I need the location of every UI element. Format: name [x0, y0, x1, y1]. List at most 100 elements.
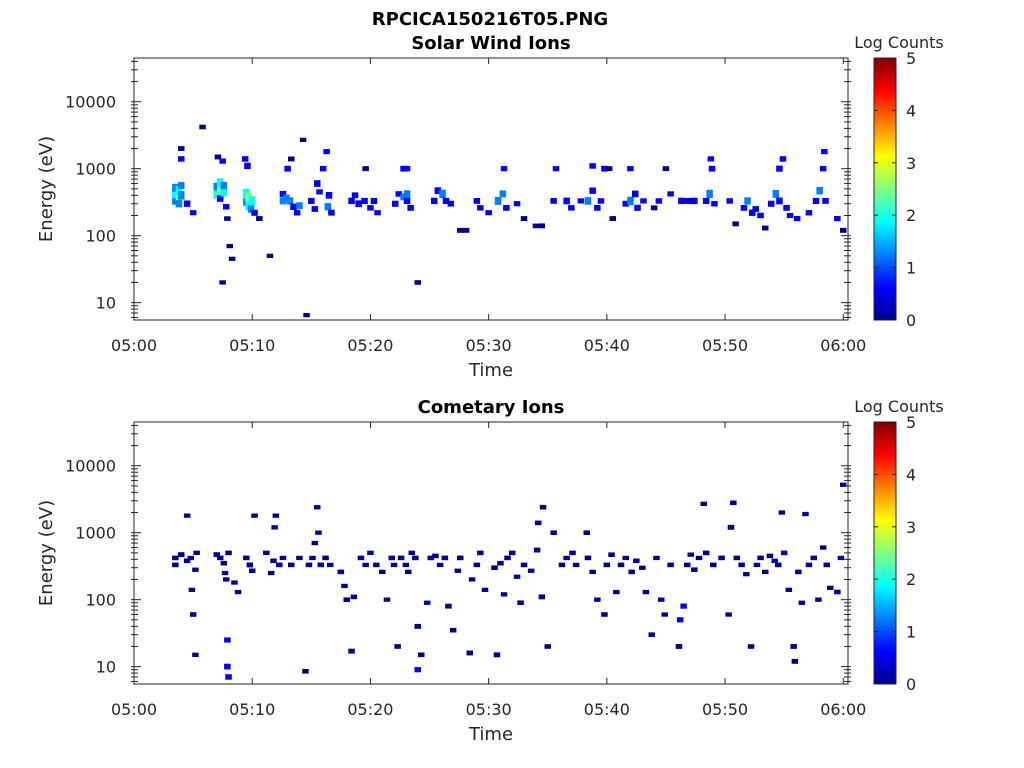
data-cell [187, 555, 194, 561]
data-cell [481, 587, 489, 592]
data-cell [414, 280, 421, 285]
data-cell [589, 163, 596, 169]
data-cell [532, 223, 540, 229]
colorbar-tick-label: 3 [906, 518, 916, 537]
data-cell [284, 165, 291, 172]
data-cell [702, 197, 710, 204]
data-cell [362, 166, 369, 172]
data-cell [837, 555, 845, 561]
data-cell [221, 570, 229, 576]
data-cell [691, 567, 698, 572]
data-cell [402, 562, 410, 568]
data-cell [390, 562, 398, 568]
data-cell [823, 562, 830, 568]
data-cell [613, 589, 620, 595]
data-cell [183, 513, 191, 518]
data-cell [678, 197, 685, 205]
data-cell [432, 553, 439, 559]
data-cell [343, 597, 350, 602]
data-cell [780, 550, 788, 556]
data-cell [270, 558, 277, 564]
figure-title: RPCICA150216T05.PNG [372, 9, 608, 30]
data-cell [172, 189, 179, 199]
data-cell [727, 524, 735, 530]
data-cell [710, 562, 717, 568]
plot-area [134, 58, 848, 320]
colorbar-tick-label: 2 [906, 570, 916, 589]
data-cell [725, 612, 732, 617]
data-cell [491, 565, 498, 570]
data-cell [477, 205, 484, 211]
data-cell [246, 562, 254, 568]
data-cell [733, 555, 741, 561]
data-cell [178, 156, 185, 162]
data-cell [224, 637, 231, 643]
data-cell [276, 562, 283, 568]
x-tick-label: 05:00 [111, 700, 157, 719]
data-cell [762, 225, 769, 231]
data-cell [414, 667, 421, 673]
data-cell [732, 221, 739, 227]
data-cell [802, 511, 809, 517]
data-cell [680, 603, 687, 609]
data-cell [738, 562, 745, 568]
data-cell [303, 313, 310, 318]
colorbar-tick-label: 0 [906, 675, 916, 694]
data-cell [504, 555, 511, 561]
data-cell [223, 204, 230, 210]
data-cell [266, 253, 274, 258]
data-cell [634, 204, 641, 211]
data-cell [509, 550, 516, 556]
data-cell [403, 197, 411, 205]
data-cell [762, 569, 769, 574]
data-cell [397, 555, 405, 561]
data-cell [288, 562, 295, 568]
data-cell [427, 555, 434, 561]
data-cell [213, 182, 220, 191]
data-cell [225, 674, 232, 680]
data-cell [810, 555, 817, 561]
data-cell [834, 216, 841, 222]
data-cell [193, 550, 200, 555]
data-cell [513, 201, 521, 207]
data-cell [462, 227, 470, 233]
data-cell [538, 594, 546, 600]
data-cell [279, 555, 287, 561]
x-tick-label: 05:30 [466, 336, 512, 355]
data-cell [188, 587, 196, 592]
data-cell [405, 569, 412, 574]
data-cell [834, 589, 841, 595]
colorbar-tick-label: 3 [906, 154, 916, 173]
data-cell [317, 562, 324, 568]
y-axis-label: Energy (eV) [36, 500, 57, 606]
data-cell [805, 210, 813, 216]
x-tick-label: 05:40 [584, 700, 630, 719]
data-cell [224, 216, 231, 221]
data-cell [305, 562, 313, 568]
data-cell [249, 568, 256, 574]
data-cell [840, 482, 847, 487]
data-cell [379, 569, 386, 574]
colorbar-tick-label: 5 [906, 413, 916, 432]
data-cell [225, 550, 232, 556]
data-cell [485, 210, 492, 216]
data-cell [500, 592, 508, 597]
data-cell [658, 597, 665, 602]
data-cell [662, 166, 670, 172]
data-cell [743, 572, 750, 577]
data-cell [627, 166, 634, 172]
colorbar-label: Log Counts [854, 33, 944, 52]
y-tick-label: 10 [96, 294, 116, 313]
colorbar-tick-label: 4 [906, 101, 916, 120]
y-tick-label: 10 [96, 658, 116, 677]
data-cell [563, 197, 570, 205]
data-cell [513, 574, 521, 579]
data-cell [642, 589, 650, 595]
data-cell [650, 205, 658, 211]
data-cells [172, 124, 847, 318]
data-cell [494, 197, 502, 205]
data-cell [325, 192, 333, 199]
x-tick-label: 05:40 [584, 336, 630, 355]
x-tick-label: 05:50 [702, 336, 748, 355]
data-cell [786, 212, 794, 219]
